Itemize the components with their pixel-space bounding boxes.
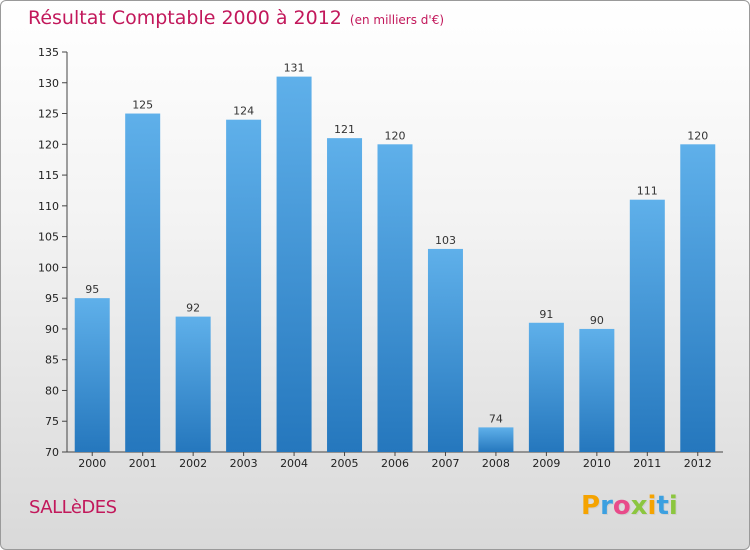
- y-tick-label: 135: [38, 46, 59, 59]
- bar-2010: [579, 328, 615, 452]
- x-tick-label: 2002: [179, 457, 207, 470]
- bar-value-label: 124: [233, 105, 254, 118]
- title-unit: (en milliers d'€): [349, 13, 445, 27]
- bar-value-label: 120: [385, 129, 406, 142]
- y-tick-label: 95: [45, 292, 59, 305]
- bar-2008: [478, 427, 514, 452]
- bar-value-label: 111: [637, 185, 658, 198]
- y-tick-label: 110: [38, 200, 59, 213]
- chart-bars: 95 125 92 124 131 121 120 103 74 91 90 111 120: [74, 62, 716, 453]
- bar-2006: [377, 144, 413, 453]
- bar-2003: [226, 119, 262, 452]
- bar-2000: [74, 298, 110, 452]
- y-tick-label: 120: [38, 138, 59, 151]
- bar-2009: [528, 322, 564, 452]
- x-tick-label: 2011: [633, 457, 661, 470]
- y-tick-label: 90: [45, 323, 59, 336]
- x-tick-label: 2009: [532, 457, 560, 470]
- bar-value-label: 131: [284, 62, 305, 75]
- logo-letter: P: [581, 491, 601, 521]
- x-tick-label: 2007: [431, 457, 459, 470]
- x-tick-label: 2008: [482, 457, 510, 470]
- y-tick-label: 115: [38, 169, 59, 182]
- y-tick-label: 125: [38, 108, 59, 121]
- bar-value-label: 103: [435, 234, 456, 247]
- commune-name: SALLèDES: [29, 497, 117, 518]
- title-text: Résultat Comptable 2000 à 2012: [28, 7, 342, 29]
- y-tick-label: 100: [38, 261, 59, 274]
- bar-value-label: 121: [334, 123, 355, 136]
- x-tick-label: 2003: [230, 457, 258, 470]
- bar-2002: [175, 316, 211, 452]
- proxiti-logo: Proxiti: [581, 491, 678, 521]
- bar-2005: [327, 138, 363, 452]
- logo-letter: i: [647, 491, 657, 521]
- y-tick-label: 75: [45, 415, 59, 428]
- bar-2012: [680, 144, 716, 453]
- logo-letter: x: [630, 491, 648, 521]
- x-tick-label: 2006: [381, 457, 409, 470]
- y-tick-label: 130: [38, 77, 59, 90]
- x-tick-label: 2004: [280, 457, 308, 470]
- logo-letter: i: [668, 491, 678, 521]
- bar-value-label: 120: [687, 129, 708, 142]
- y-tick-label: 80: [45, 384, 59, 397]
- x-tick-label: 2000: [78, 457, 106, 470]
- bar-value-label: 91: [539, 308, 553, 321]
- bar-2007: [427, 248, 463, 452]
- x-tick-label: 2005: [331, 457, 359, 470]
- y-tick-label: 70: [45, 446, 59, 459]
- bar-value-label: 125: [132, 99, 153, 112]
- x-tick-label: 2001: [129, 457, 157, 470]
- y-tick-label: 105: [38, 231, 59, 244]
- logo-letter: o: [612, 491, 631, 521]
- bar-2001: [125, 113, 161, 453]
- bar-value-label: 92: [186, 302, 200, 315]
- bar-value-label: 74: [489, 412, 503, 425]
- x-tick-label: 2010: [583, 457, 611, 470]
- y-tick-label: 85: [45, 354, 59, 367]
- chart-title: Résultat Comptable 2000 à 2012 (en millie…: [28, 7, 444, 29]
- logo-letter: r: [600, 491, 613, 521]
- bar-2011: [629, 199, 665, 452]
- bar-value-label: 95: [85, 283, 99, 296]
- logo-letter: t: [656, 491, 669, 521]
- bar-value-label: 90: [590, 314, 604, 327]
- bar-2004: [276, 76, 312, 452]
- x-tick-label: 2012: [684, 457, 712, 470]
